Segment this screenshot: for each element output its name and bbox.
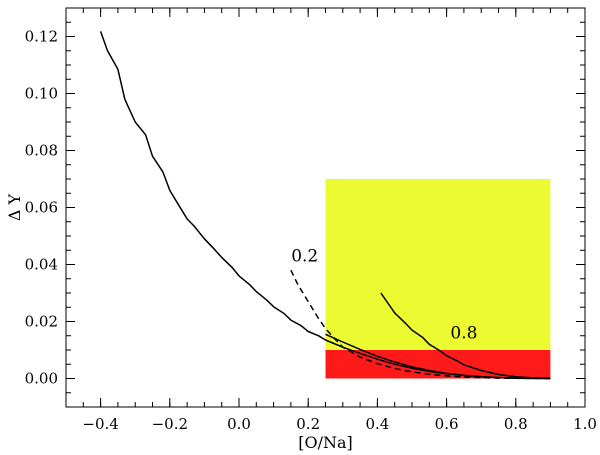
- series-lines: [99, 31, 551, 380]
- highlight-regions: [325, 179, 551, 379]
- annotations: 0.2 0.8: [291, 247, 477, 344]
- x-tick-label: 0.6: [435, 415, 459, 433]
- x-tick-labels: −0.4 −0.2 0.0 0.2 0.4 0.6 0.8 1.0: [82, 415, 597, 433]
- y-tick-labels: 0.00 0.02 0.04 0.06 0.08 0.10 0.12: [25, 28, 58, 388]
- region-rect-0: [325, 179, 551, 350]
- region-rect-1: [325, 350, 551, 379]
- series-line-3: [325, 333, 551, 380]
- series-line-4: [380, 292, 551, 380]
- y-tick-label: 0.00: [25, 370, 58, 388]
- x-tick-label: 0.0: [227, 415, 251, 433]
- y-tick-label: 0.08: [25, 142, 58, 160]
- y-tick-label: 0.10: [25, 85, 58, 103]
- x-tick-label: −0.2: [152, 415, 188, 433]
- x-tick-label: 0.4: [365, 415, 389, 433]
- annotation-label-1: 0.2: [291, 247, 318, 267]
- y-tick-label: 0.06: [25, 199, 58, 217]
- axis-ticks: [65, 7, 586, 408]
- y-tick-label: 0.04: [25, 256, 58, 274]
- x-tick-label: 0.2: [296, 415, 320, 433]
- y-axis-label: Δ Y: [5, 193, 24, 221]
- x-tick-label: −0.4: [82, 415, 118, 433]
- y-tick-label: 0.12: [25, 28, 58, 46]
- annotation-label-2: 0.8: [450, 324, 477, 344]
- x-tick-label: 0.8: [504, 415, 528, 433]
- x-axis-label: [O/Na]: [298, 433, 353, 452]
- y-tick-label: 0.02: [25, 313, 58, 331]
- x-tick-label: 1.0: [573, 415, 597, 433]
